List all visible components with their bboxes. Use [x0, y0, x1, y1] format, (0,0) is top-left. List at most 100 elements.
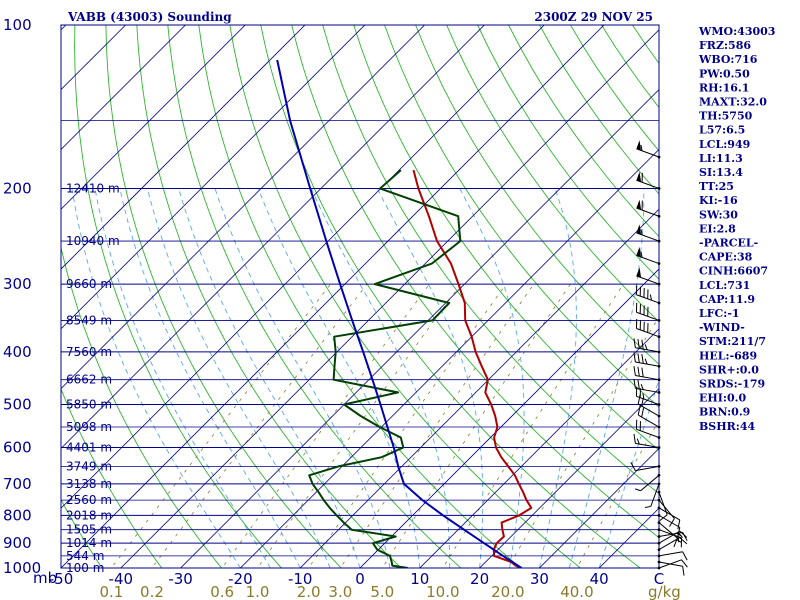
wind-barb-feather [659, 514, 668, 522]
wind-barb-staff [635, 465, 660, 472]
wind-barb-pennant [636, 140, 642, 151]
dry-adiabat [291, 25, 659, 539]
index-line: TH:5750 [699, 110, 753, 123]
moist-adiabat [538, 188, 577, 568]
height-label: 2560 m [66, 493, 112, 507]
index-line: RH:16.1 [699, 81, 749, 94]
wind-barb-base [657, 541, 661, 545]
wind-barb-feather [679, 537, 688, 545]
wind-barb-staff [650, 483, 660, 507]
index-line: WMO:43003 [698, 25, 775, 38]
wind-barb [636, 171, 661, 190]
moist-adiabat [71, 188, 241, 568]
wind-barb-feather [641, 367, 644, 377]
index-line: LI:11.3 [699, 152, 743, 165]
chart-title: VABB (43003) Sounding [67, 10, 232, 24]
wind-barb-base [657, 554, 661, 558]
wind-barb [635, 419, 661, 439]
index-line: EI:2.8 [699, 222, 736, 235]
wind-barb-feather [633, 433, 636, 444]
wind-barb-feather [641, 353, 644, 364]
mixing-ratio-tick-label: 10.0 [426, 583, 459, 600]
wind-barb [635, 302, 661, 322]
wind-barb [657, 537, 688, 552]
wind-barb-staff [658, 522, 678, 539]
wind-barb [636, 140, 661, 159]
isotherm [239, 148, 659, 568]
wind-barb-base [657, 301, 661, 305]
wind-barb-base [657, 528, 661, 532]
wind-barb-base [657, 465, 661, 468]
pressure-tick-label: 200 [3, 179, 32, 197]
height-label: 6662 m [66, 373, 112, 387]
height-label: 3138 m [66, 477, 112, 491]
index-line: SW:30 [699, 208, 738, 221]
wind-barb [657, 551, 688, 561]
index-line: PW:0.50 [699, 67, 750, 80]
wind-barb-base [657, 155, 661, 159]
wind-barb-feather [640, 384, 644, 390]
pressure-tick-label: 800 [3, 506, 32, 524]
index-line: SHR+:0.0 [699, 363, 759, 376]
temperature-unit-label: C [654, 570, 664, 588]
wind-barb [633, 338, 661, 354]
wind-barb-pennant [636, 246, 642, 258]
wind-barb [636, 199, 661, 218]
dry-adiabat [105, 25, 342, 568]
height-label: 8549 m [66, 313, 112, 327]
wind-barb-base [657, 482, 661, 486]
wind-barb-feather [637, 405, 641, 416]
dry-adiabat [415, 25, 659, 365]
wind-barb-feather [644, 505, 651, 509]
wind-barb-feather [641, 407, 645, 418]
height-label: 5098 m [66, 420, 112, 434]
index-line: SRDS:-179 [699, 378, 765, 391]
wind-barb-base [657, 214, 661, 218]
wind-barb-feather [640, 229, 643, 236]
mixing-ratio-line [507, 316, 659, 568]
height-label: 1505 m [66, 523, 112, 537]
temperature-tick-label: 30 [530, 570, 549, 588]
wind-barb-base [657, 560, 661, 564]
wind-barb-feather [641, 339, 644, 350]
temperature-tick-label: 10 [410, 570, 429, 588]
isotherm [299, 208, 659, 568]
isotherm [61, 25, 246, 210]
wind-barb-staff [658, 491, 668, 515]
isotherm [479, 388, 659, 568]
isotherm [61, 25, 426, 390]
temperature-tick-label: -30 [168, 570, 193, 588]
wind-barb-feather [636, 438, 640, 445]
temperature-tick-label: -50 [49, 570, 74, 588]
mixing-ratio-line [442, 283, 624, 568]
moist-adiabat [146, 188, 331, 568]
thermodynamic-background [61, 25, 659, 568]
moist-adiabat [568, 188, 645, 568]
pressure-tick-label: 400 [3, 343, 32, 361]
wind-barb-base [657, 521, 661, 525]
axis-grid [61, 25, 659, 568]
wind-barb-feather [677, 527, 681, 537]
dry-adiabat [61, 387, 163, 568]
dry-adiabat [61, 498, 103, 568]
dry-adiabat [198, 25, 522, 568]
index-line: BSHR:44 [699, 420, 755, 433]
wind-barb-base [657, 446, 661, 449]
pressure-tick-label: 500 [3, 396, 32, 414]
wind-barb-feather [681, 559, 688, 568]
dry-adiabat [74, 25, 282, 568]
temperature-line [412, 169, 533, 568]
height-label: 12410 m [66, 181, 120, 195]
wind-barb-feather [678, 532, 683, 538]
wind-barb [633, 433, 661, 449]
dry-adiabat [384, 25, 659, 408]
parcel-line [276, 59, 523, 568]
dry-adiabat [229, 25, 582, 568]
wind-barb-feather [633, 352, 636, 363]
temperature-tick-label: -40 [109, 570, 134, 588]
mixing-ratio-line [576, 419, 659, 568]
height-label: 1014 m [66, 536, 112, 550]
wind-barb-pennant [636, 199, 642, 210]
wind-barb [635, 285, 661, 305]
